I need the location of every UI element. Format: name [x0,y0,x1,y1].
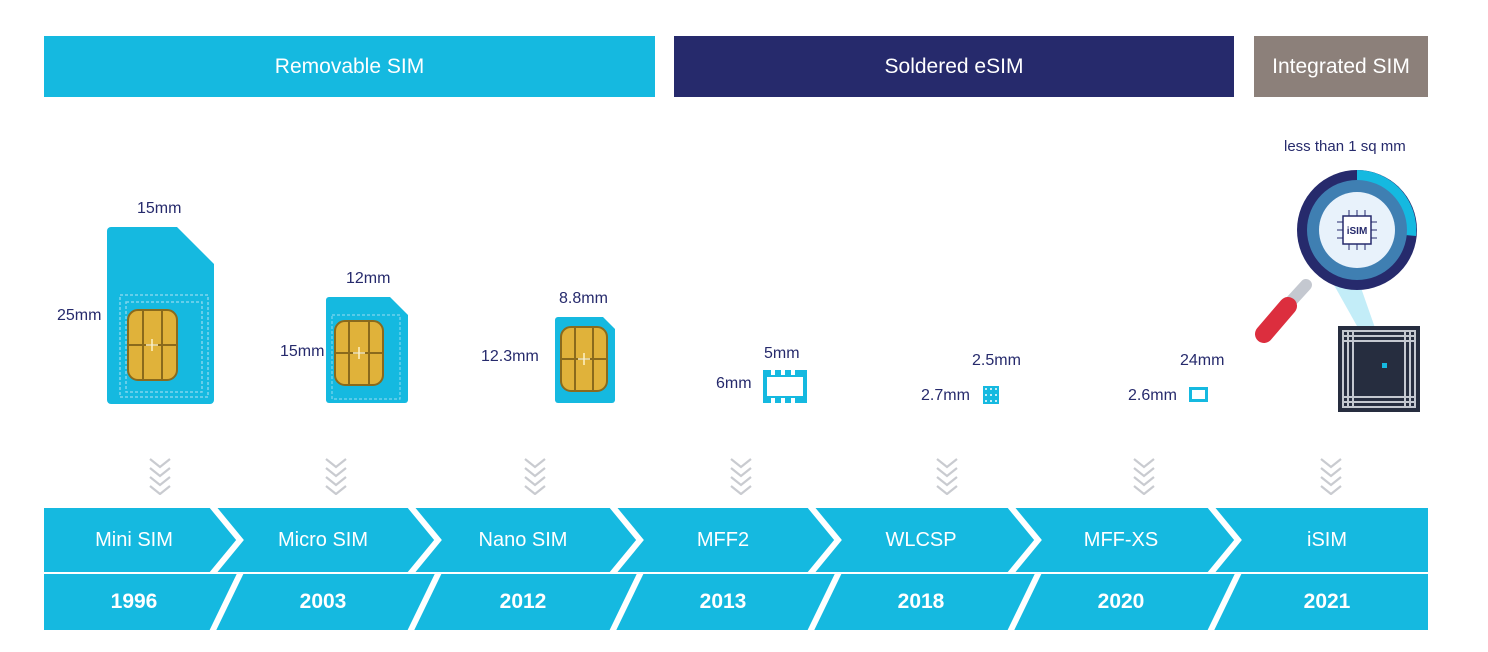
timeline-year-2003: 2003 [299,590,347,613]
timeline-year-row: 1996 2003 2012 2013 2018 2020 2021 [44,574,1428,630]
band-soldered-label: Soldered eSIM [884,54,1024,78]
mff2-height: 6mm [716,375,752,392]
timeline-year-2013: 2013 [699,590,747,613]
isim-magnifier-illustration: iSIM [1255,170,1420,412]
timeline-name-isim: iSIM [1307,528,1347,551]
mff2-width: 5mm [764,345,800,362]
chevron-down-icon [149,458,171,495]
nano-sim-height: 12.3mm [481,348,539,365]
isim-soc-chip [1338,326,1420,412]
timeline-name-mff-xs: MFF-XS [1083,528,1159,551]
timeline-name-row: Mini SIM Micro SIM Nano SIM MFF2 WLCSP M… [44,508,1428,572]
chevron-down-icon [1133,458,1155,495]
micro-sim-card-icon [326,297,408,403]
mffxs-height: 2.6mm [1128,387,1177,404]
isim-chip-label: iSIM [1347,226,1368,237]
mff2-chip-icon [763,370,807,403]
timeline-name-mini-sim: Mini SIM [95,528,173,551]
micro-sim-width: 12mm [346,270,391,287]
timeline-name-nano-sim: Nano SIM [478,528,568,551]
timeline-name-wlcsp: WLCSP [885,528,957,551]
band-soldered-esim: Soldered eSIM [674,36,1234,97]
wlcsp-height: 2.7mm [921,387,970,404]
mini-sim-width: 15mm [137,200,182,217]
chevron-down-icon [1320,458,1342,495]
band-removable-label: Removable SIM [274,54,425,78]
mffxs-width: 24mm [1180,352,1225,369]
timeline-name-mff2: MFF2 [696,528,750,551]
timeline-year-2020: 2020 [1097,590,1145,613]
timeline-name-micro-sim: Micro SIM [278,528,368,551]
timeline-year-2012: 2012 [499,590,547,613]
chevron-down-icon [325,458,347,495]
wlcsp-width: 2.5mm [972,352,1021,369]
mini-sim-height: 25mm [57,307,102,324]
chevron-down-icon [524,458,546,495]
timeline-year-2021: 2021 [1303,590,1351,613]
chevron-down-icon [936,458,958,495]
nano-sim-width: 8.8mm [559,290,608,307]
magnifier-handle [1255,297,1297,343]
isim-size-note: less than 1 sq mm [1284,138,1406,155]
wlcsp-chip-icon [983,386,999,404]
mffxs-chip-icon [1189,387,1208,402]
timeline-year-2018: 2018 [897,590,945,613]
band-integrated-sim: Integrated SIM [1254,36,1428,97]
mini-sim-card-icon [107,227,214,404]
micro-sim-height: 15mm [280,343,325,360]
band-integrated-label: Integrated SIM [1272,54,1410,78]
timeline-year-1996: 1996 [110,590,158,613]
nano-sim-card-icon [555,317,615,403]
band-removable-sim: Removable SIM [44,36,655,97]
chevron-down-icon [730,458,752,495]
